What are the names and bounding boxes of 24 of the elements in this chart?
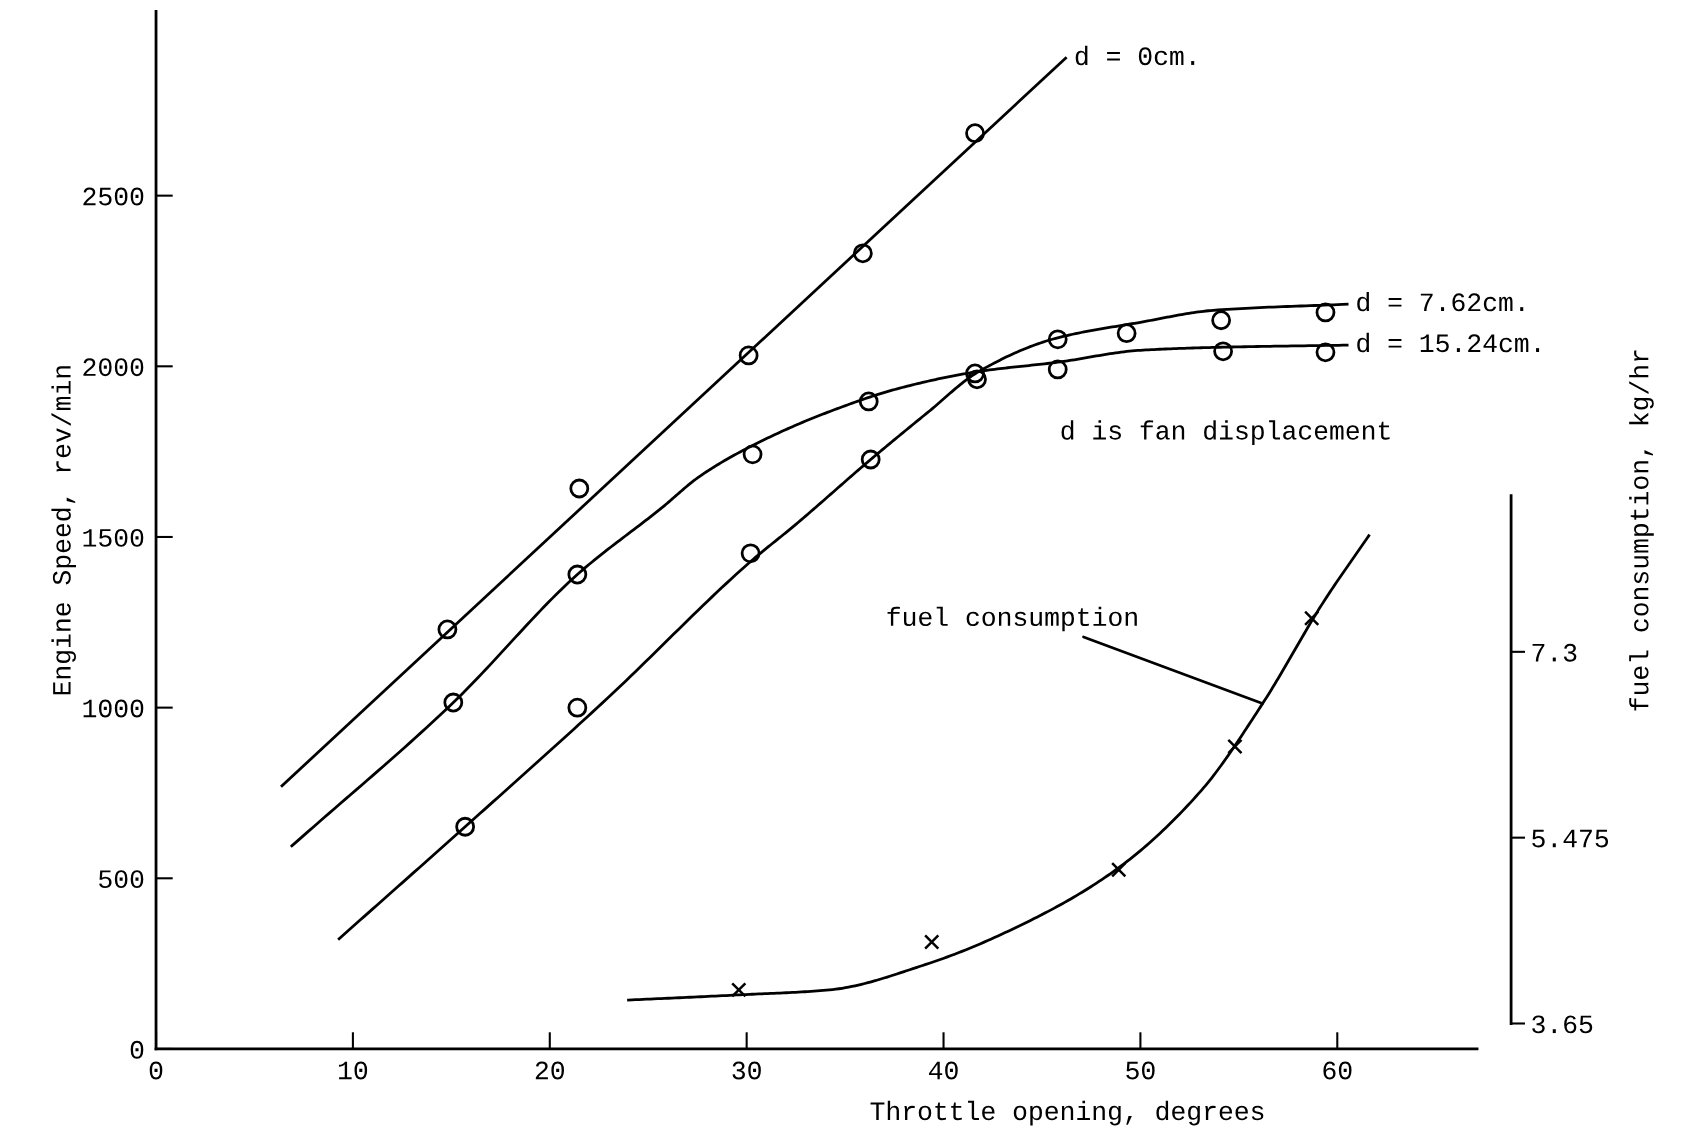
y2-tick-label: 5.475 (1532, 829, 1609, 848)
y2-tick-label: 7.3 (1532, 643, 1577, 662)
y-tick-label: 1000 (83, 699, 144, 718)
annotation: fuel consumption (887, 606, 1137, 632)
y-tick-label: 500 (99, 870, 144, 889)
y-tick-label: 2000 (83, 358, 144, 377)
x-axis-title: Throttle opening, degrees (870, 1100, 1264, 1126)
y2-tick-label: 3.65 (1532, 1015, 1593, 1034)
annotation: d is fan displacement (1061, 420, 1390, 445)
y2-axis-title: fuel consumption, kg/hr (1629, 350, 1654, 711)
series-label: d = 7.62cm. (1357, 291, 1524, 312)
y-axis-title: Engine Speed, rev/min (51, 366, 77, 695)
x-tick-label: 60 (1323, 1061, 1352, 1080)
x-tick-label: 20 (535, 1061, 564, 1080)
series-label: d = 15.24cm. (1357, 332, 1540, 353)
x-tick-label: 50 (1126, 1061, 1155, 1080)
series-label: d = 0cm. (1075, 45, 1195, 66)
x-tick-label: 40 (929, 1061, 958, 1080)
x-tick-label: 30 (732, 1061, 761, 1080)
y-tick-label: 1500 (83, 528, 144, 547)
x-tick-label: 10 (338, 1061, 368, 1080)
y-tick-label: 2500 (83, 187, 144, 206)
y-tick-label: 0 (130, 1040, 144, 1059)
x-tick-label: 0 (149, 1061, 163, 1080)
